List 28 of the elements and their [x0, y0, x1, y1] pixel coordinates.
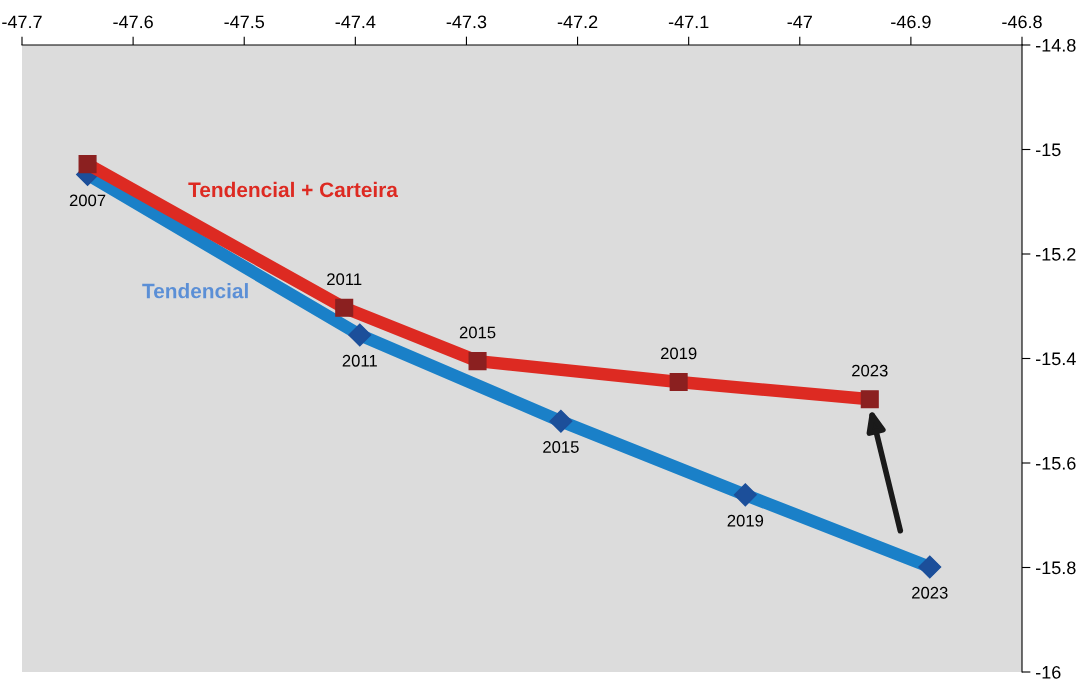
x-tick-label: -47.3: [446, 15, 487, 29]
annotation: 2011: [342, 354, 377, 367]
x-tick-label: -46.9: [891, 15, 931, 29]
annotation: 2015: [459, 326, 496, 339]
y-tick-label: -15: [1036, 143, 1061, 157]
x-tick-label: -47.4: [335, 15, 376, 29]
annotation: 2023: [852, 364, 888, 377]
x-tick-label: -46.8: [1002, 15, 1042, 29]
series-label: Tendencial + Carteira: [188, 181, 399, 198]
x-tick-label: -47.6: [113, 15, 153, 29]
x-tick-label: -47.2: [557, 15, 598, 29]
y-tick-label: -15.4: [1036, 352, 1076, 366]
x-tick-label: -47: [787, 15, 812, 29]
y-tick-label: -15.6: [1036, 456, 1076, 470]
y-tick-label: -14.8: [1036, 38, 1076, 52]
series-label: Tendencial: [142, 283, 248, 299]
annotation: 2023: [912, 586, 948, 599]
y-tick-label: -16: [1036, 665, 1061, 679]
x-tick-label: -47.7: [2, 15, 42, 29]
y-tick-label: -15.2: [1036, 247, 1076, 261]
y-tick-label: -15.8: [1036, 561, 1076, 575]
x-tick-label: -47.1: [668, 15, 709, 29]
annotation: 2007: [69, 194, 106, 207]
annotation: 2019: [660, 347, 697, 360]
x-tick-label: -47.5: [224, 15, 265, 29]
annotation: 2019: [727, 514, 764, 527]
annotation: 2015: [543, 441, 579, 453]
annotation: 2011: [327, 273, 362, 286]
